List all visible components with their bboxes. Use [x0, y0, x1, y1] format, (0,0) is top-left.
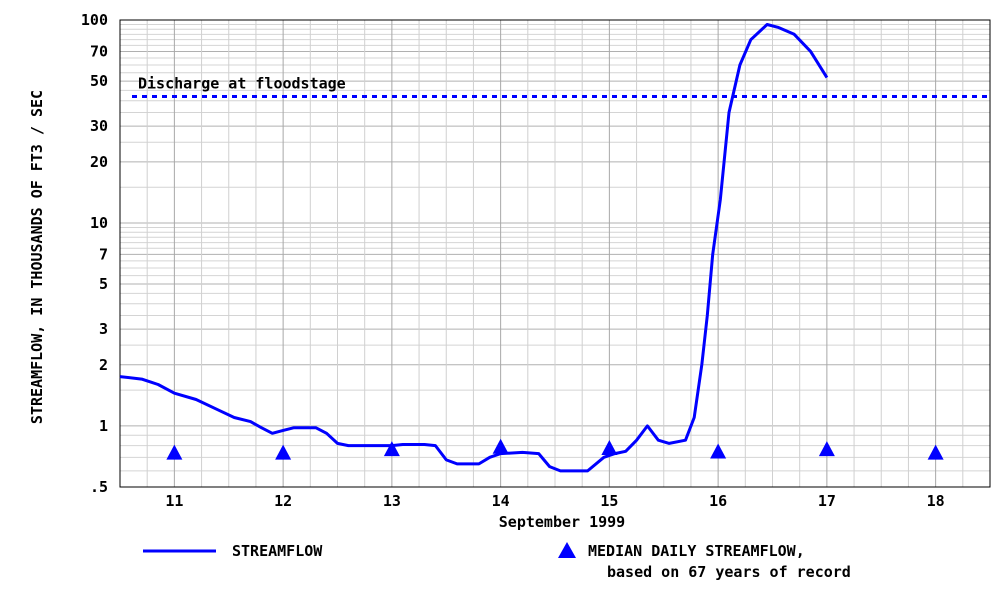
legend-streamflow-label: STREAMFLOW: [232, 542, 323, 560]
x-tick-label: 13: [383, 492, 401, 510]
median-marker: [927, 444, 944, 460]
y-tick-label: 20: [90, 153, 108, 171]
y-axis-label: STREAMFLOW, IN THOUSANDS OF FT3 / SEC: [28, 90, 46, 424]
x-tick-label: 17: [818, 492, 836, 510]
plot-frame: [119, 19, 991, 488]
streamflow-line: [119, 23, 829, 473]
x-tick-label: 16: [709, 492, 727, 510]
x-axis-label: September 1999: [499, 513, 625, 531]
median-marker: [383, 441, 400, 457]
x-tick-label: 14: [492, 492, 510, 510]
x-tick-label: 18: [927, 492, 945, 510]
y-tick-label: 5: [99, 275, 108, 293]
floodstage-label: Discharge at floodstage: [138, 74, 346, 92]
legend-median-sublabel: based on 67 years of record: [607, 563, 851, 581]
y-tick-label: 1: [99, 417, 108, 435]
floodstage-group: Discharge at floodstage: [132, 74, 990, 98]
x-tick-label: 15: [600, 492, 618, 510]
median-marker: [166, 444, 183, 460]
y-tick-label: .5: [90, 478, 108, 496]
x-tick-label: 12: [274, 492, 292, 510]
y-tick-label: 2: [99, 356, 108, 374]
median-marker: [492, 438, 509, 454]
series-group: [119, 23, 944, 473]
legend-median-marker: [558, 542, 576, 558]
y-tick-label: 10: [90, 214, 108, 232]
median-marker: [275, 444, 292, 460]
legend-median-label: MEDIAN DAILY STREAMFLOW,: [588, 542, 805, 560]
legend: STREAMFLOW MEDIAN DAILY STREAMFLOW, base…: [143, 542, 851, 581]
y-tick-label: 3: [99, 320, 108, 338]
y-tick-label: 7: [99, 245, 108, 263]
y-tick-label: 70: [90, 42, 108, 60]
x-tick-label: 11: [165, 492, 183, 510]
y-ticks: 100 70 50 30 20 10 7 5 3 2 1 .5: [81, 11, 108, 496]
y-tick-label: 30: [90, 117, 108, 135]
median-marker: [601, 439, 618, 455]
y-tick-label: 50: [90, 72, 108, 90]
median-marker: [818, 441, 835, 457]
median-marker: [710, 443, 727, 459]
x-ticks: 11 12 13 14 15 16 17 18: [165, 492, 944, 510]
y-tick-label: 100: [81, 11, 108, 29]
